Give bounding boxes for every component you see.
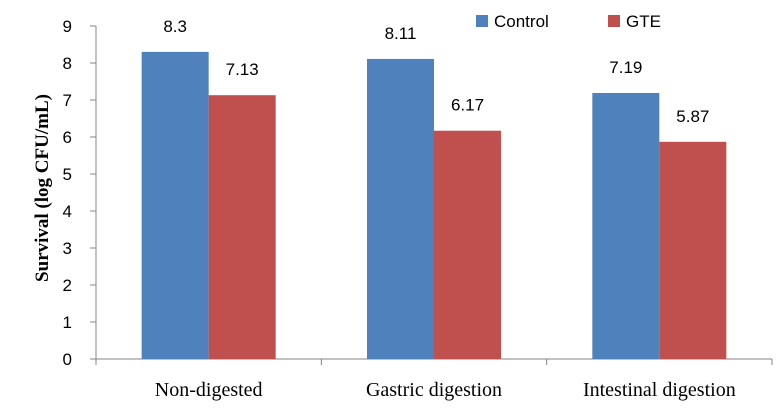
y-axis-title: Survival (log CFU/mL) <box>32 94 53 282</box>
data-label: 8.11 <box>385 24 417 43</box>
data-label: 8.3 <box>163 17 187 36</box>
y-tick-label: 9 <box>63 17 72 36</box>
x-axis: Non-digested Gastric digestion Intestinal … <box>95 358 773 401</box>
bar-gte-3 <box>659 141 727 359</box>
legend-label-control: Control <box>494 12 549 31</box>
legend-label-gte: GTE <box>626 12 661 31</box>
bar-control-3 <box>592 92 660 359</box>
bar-gte-2 <box>434 130 501 359</box>
legend-swatch-gte <box>608 15 620 27</box>
data-label: 7.13 <box>226 60 259 79</box>
y-axis: 0 1 2 3 4 5 6 7 8 9 <box>63 17 97 369</box>
data-label: 5.87 <box>676 107 709 126</box>
x-category-label: Non-digested <box>155 379 263 401</box>
data-labels: 8.3 7.13 8.11 6.17 7.19 5.87 <box>163 17 709 126</box>
data-label: 6.17 <box>451 96 484 115</box>
y-tick-label: 2 <box>63 276 72 295</box>
y-tick-label: 3 <box>63 239 72 258</box>
legend: Control GTE <box>476 12 661 31</box>
y-tick-label: 7 <box>63 91 72 110</box>
y-tick-label: 6 <box>63 128 72 147</box>
data-label: 7.19 <box>609 58 642 77</box>
x-category-label: Gastric digestion <box>366 379 502 401</box>
bars <box>141 51 727 360</box>
y-tick-label: 5 <box>63 165 72 184</box>
y-tick-label: 4 <box>63 202 72 221</box>
y-tick-label: 1 <box>63 313 72 332</box>
bar-gte-1 <box>208 95 276 359</box>
x-category-label: Intestinal digestion <box>583 379 736 401</box>
y-tick-label: 0 <box>63 350 72 369</box>
bar-control-1 <box>141 51 209 360</box>
y-tick-label: 8 <box>63 54 72 73</box>
legend-swatch-control <box>476 15 488 27</box>
bar-control-2 <box>367 58 434 360</box>
